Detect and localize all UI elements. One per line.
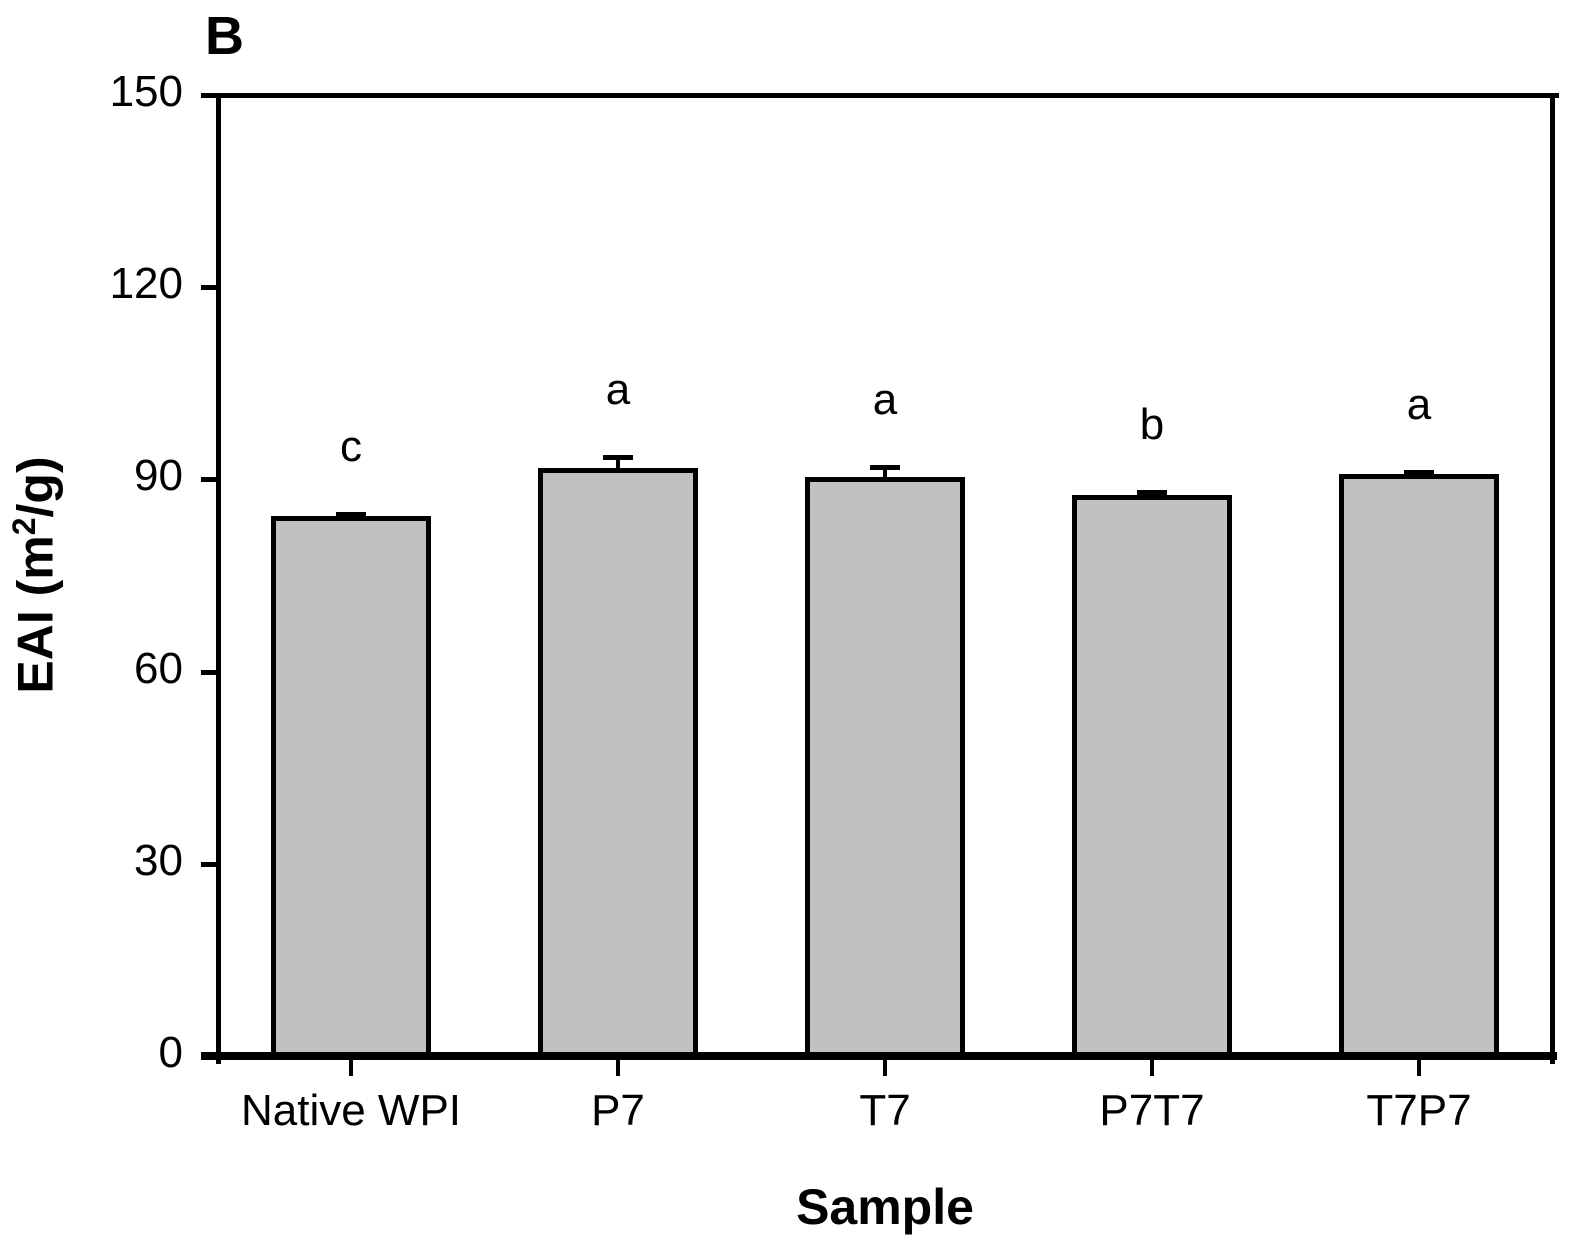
significance-letter: c [340, 422, 362, 471]
significance-letter: b [1139, 400, 1165, 449]
x-tick [1150, 1060, 1154, 1076]
error-bar-stem [1417, 472, 1421, 478]
error-bar-stem [349, 514, 353, 520]
bar [271, 516, 431, 1060]
x-tick-label: Native WPI [240, 1086, 462, 1135]
y-axis-line [216, 93, 221, 1064]
y-tick [201, 477, 218, 482]
y-tick-label: 150 [109, 67, 183, 116]
x-tick [616, 1060, 620, 1076]
significance-letter: a [872, 375, 898, 424]
error-bar-stem [883, 467, 887, 481]
x-tick-label: T7P7 [1366, 1086, 1472, 1135]
x-tick-label: P7 [591, 1086, 645, 1135]
bar [1339, 474, 1499, 1060]
y-tick [201, 862, 218, 867]
x-axis-line [201, 1052, 1557, 1060]
significance-letter: a [1406, 380, 1432, 429]
bar [538, 468, 698, 1060]
bar [805, 477, 965, 1060]
y-tick [201, 670, 218, 675]
y-tick-label: 120 [109, 259, 183, 308]
y-tick [201, 93, 218, 98]
y-tick-label: 0 [158, 1028, 183, 1077]
error-bar-cap [603, 455, 633, 460]
x-axis-title: Sample [796, 1179, 974, 1235]
significance-letter: a [605, 365, 631, 414]
error-bar-cap [870, 465, 900, 470]
bar [1072, 495, 1232, 1060]
x-tick-label: T7 [859, 1086, 911, 1135]
error-bar-stem [616, 457, 620, 472]
x-tick [1417, 1060, 1421, 1076]
y-tick [201, 285, 218, 290]
y-tick-label: 60 [134, 644, 183, 693]
y-tick-label: 30 [134, 836, 183, 885]
error-bar-cap [336, 512, 366, 517]
right-frame-line [1550, 93, 1555, 1064]
y-tick-label: 90 [134, 451, 183, 500]
x-tick-label: P7T7 [1099, 1086, 1205, 1135]
top-frame-line [216, 93, 1559, 98]
x-tick [349, 1060, 353, 1076]
error-bar-cap [1137, 490, 1167, 495]
panel-label: B [205, 6, 244, 66]
error-bar-cap [1404, 470, 1434, 475]
error-bar-stem [1150, 492, 1154, 499]
x-tick [883, 1060, 887, 1076]
